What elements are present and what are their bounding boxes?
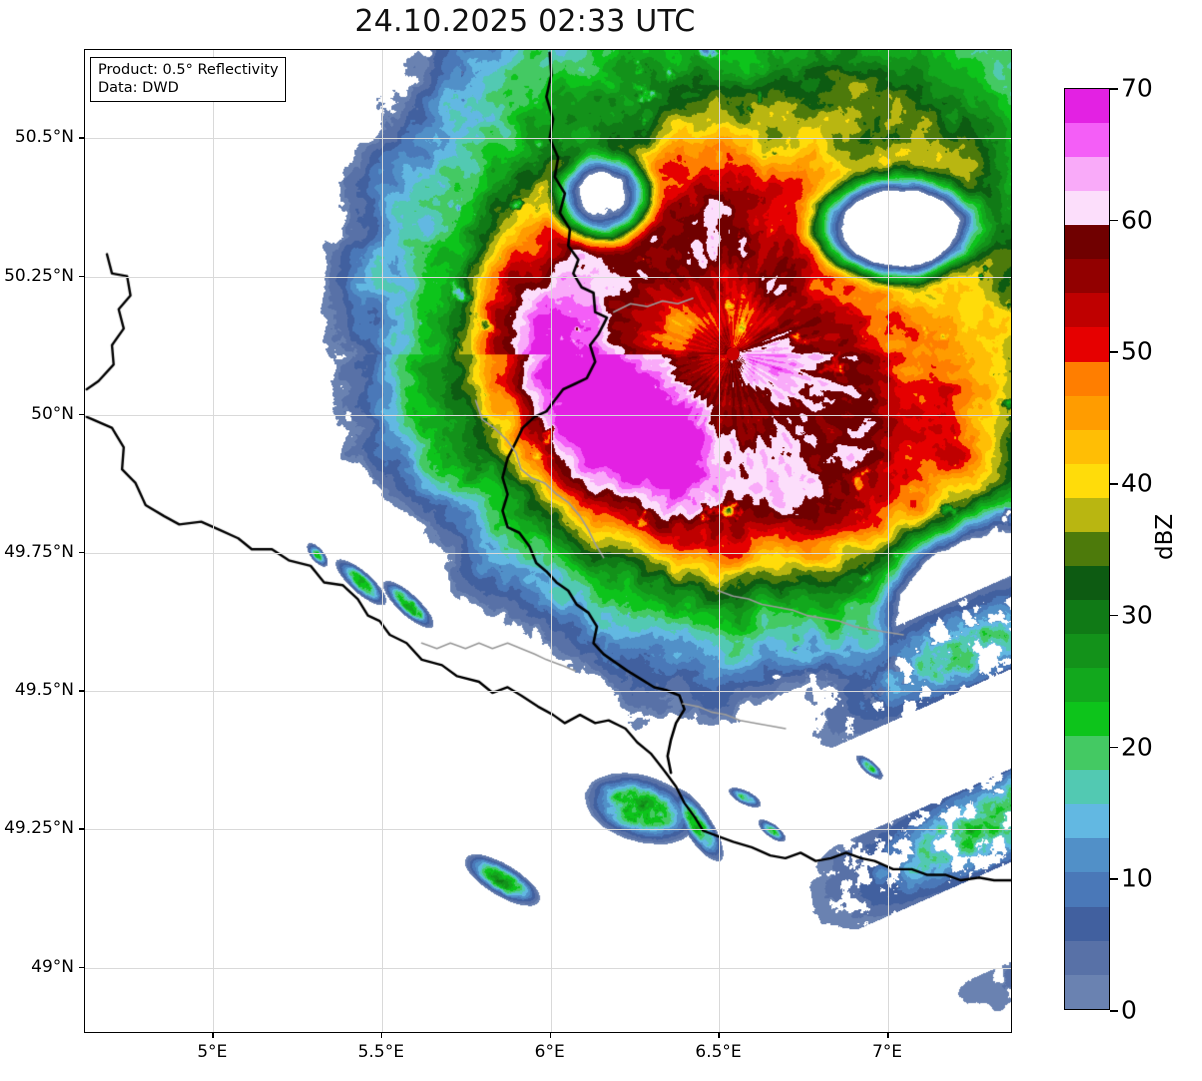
info-data-line: Data: DWD	[98, 80, 179, 97]
colorbar-band	[1065, 293, 1109, 328]
y-axis-tick-mark	[79, 413, 84, 416]
x-axis-tick-mark	[887, 1033, 889, 1038]
x-axis-tick-label: 5.5°E	[357, 1042, 405, 1062]
colorbar-tick-mark	[1110, 614, 1118, 617]
colorbar-band	[1065, 702, 1109, 737]
gridline-horizontal	[85, 553, 1011, 555]
colorbar-unit-label: dBZ	[1152, 513, 1178, 560]
y-axis-tick-mark	[79, 275, 84, 278]
y-axis-tick-label: 49°N	[31, 956, 74, 977]
colorbar-tick-mark	[1110, 351, 1118, 354]
colorbar-band	[1065, 804, 1109, 839]
colorbar-tick-label: 50	[1121, 336, 1153, 366]
colorbar	[1064, 88, 1110, 1010]
gridline-horizontal	[85, 691, 1011, 693]
gridline-horizontal	[85, 276, 1011, 278]
page-title: 24.10.2025 02:33 UTC	[354, 4, 696, 39]
reflectivity-heatmap-canvas	[85, 50, 1011, 1032]
y-axis-tick-mark	[79, 966, 84, 969]
colorbar-band	[1065, 395, 1109, 430]
colorbar-band	[1065, 668, 1109, 703]
colorbar-band	[1065, 531, 1109, 566]
x-axis-tick-label: 6°E	[534, 1042, 565, 1062]
radar-image-layer	[85, 50, 1011, 1032]
radar-plot-area[interactable]: Product: 0.5° Reflectivity Data: DWD	[84, 49, 1012, 1033]
gridline-vertical	[888, 50, 890, 1032]
colorbar-tick-mark	[1110, 746, 1118, 749]
colorbar-band	[1065, 123, 1109, 158]
colorbar-band	[1065, 634, 1109, 669]
colorbar-tick-label: 20	[1121, 732, 1153, 762]
y-axis-tick-label: 49.25°N	[4, 818, 74, 839]
colorbar-band	[1065, 838, 1109, 873]
colorbar-tick-mark	[1110, 878, 1118, 880]
colorbar-band	[1065, 736, 1109, 771]
colorbar-band	[1065, 429, 1109, 464]
x-axis-tick-mark	[380, 1033, 383, 1038]
x-axis-tick-mark	[718, 1033, 720, 1038]
colorbar-tick-label: 30	[1121, 600, 1153, 630]
colorbar-tick-label: 0	[1121, 995, 1137, 1025]
product-info-box: Product: 0.5° Reflectivity Data: DWD	[90, 57, 287, 103]
colorbar-band	[1065, 327, 1109, 362]
colorbar-band	[1065, 872, 1109, 907]
colorbar-band	[1065, 906, 1109, 941]
y-axis-tick-label: 49.5°N	[14, 680, 74, 701]
colorbar-band	[1065, 191, 1109, 226]
colorbar-band	[1065, 89, 1109, 124]
colorbar-tick-label: 70	[1121, 73, 1153, 103]
y-axis-tick-label: 49.75°N	[4, 542, 74, 563]
gridline-vertical	[213, 50, 215, 1032]
colorbar-tick-label: 10	[1121, 863, 1153, 893]
colorbar-tick-label: 40	[1121, 468, 1153, 498]
colorbar-tick-mark	[1110, 88, 1118, 90]
gridline-horizontal	[85, 138, 1011, 140]
colorbar-band	[1065, 463, 1109, 498]
colorbar-tick-mark	[1110, 483, 1118, 485]
colorbar-tick-label: 60	[1121, 205, 1153, 235]
colorbar-band	[1065, 497, 1109, 532]
x-axis-tick-label: 7°E	[872, 1042, 903, 1062]
x-axis-tick-label: 6.5°E	[695, 1042, 742, 1062]
y-axis-tick-label: 50.25°N	[4, 265, 74, 286]
gridline-vertical	[719, 50, 721, 1032]
y-axis-tick-mark	[79, 828, 84, 830]
gridline-vertical	[550, 50, 552, 1032]
colorbar-band	[1065, 225, 1109, 260]
x-axis-tick-mark	[549, 1033, 552, 1038]
colorbar-band	[1065, 565, 1109, 600]
y-axis-tick-mark	[79, 690, 84, 692]
y-axis-tick-label: 50°N	[31, 403, 74, 424]
colorbar-band	[1065, 361, 1109, 396]
colorbar-band	[1065, 940, 1109, 975]
y-axis-tick-mark	[79, 137, 84, 139]
gridline-horizontal	[85, 829, 1011, 831]
colorbar-tick-mark	[1110, 219, 1118, 222]
colorbar-band	[1065, 599, 1109, 634]
y-axis-tick-mark	[79, 552, 84, 554]
gridline-vertical	[381, 50, 383, 1032]
gridline-horizontal	[85, 967, 1011, 969]
colorbar-band	[1065, 157, 1109, 192]
info-product-line: Product: 0.5° Reflectivity	[98, 62, 279, 78]
colorbar-band	[1065, 974, 1109, 1009]
gridline-horizontal	[85, 414, 1011, 416]
x-axis-tick-mark	[212, 1033, 214, 1038]
colorbar-tick-mark	[1110, 1010, 1118, 1012]
colorbar-band	[1065, 770, 1109, 805]
radar-station-marker[interactable]	[726, 347, 740, 361]
y-axis-tick-label: 50.5°N	[14, 127, 74, 148]
colorbar-band	[1065, 259, 1109, 294]
x-axis-tick-label: 5°E	[197, 1042, 228, 1062]
